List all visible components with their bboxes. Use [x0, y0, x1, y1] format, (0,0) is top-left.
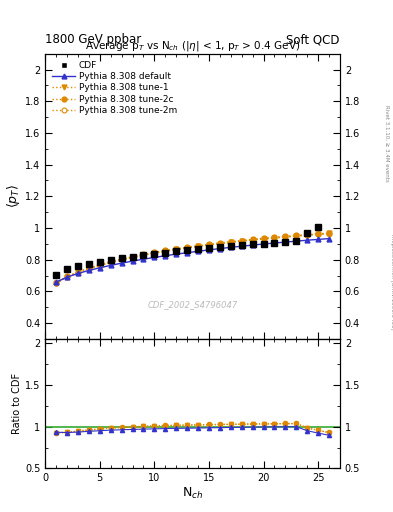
Text: CDF_2002_S4796047: CDF_2002_S4796047	[147, 300, 238, 309]
Y-axis label: Ratio to CDF: Ratio to CDF	[12, 373, 22, 434]
Text: Rivet 3.1.10, ≥ 3.4M events: Rivet 3.1.10, ≥ 3.4M events	[385, 105, 389, 182]
Y-axis label: $\langle p_T \rangle$: $\langle p_T \rangle$	[5, 184, 22, 208]
X-axis label: N$_{ch}$: N$_{ch}$	[182, 486, 203, 501]
Legend: CDF, Pythia 8.308 default, Pythia 8.308 tune-1, Pythia 8.308 tune-2c, Pythia 8.3: CDF, Pythia 8.308 default, Pythia 8.308 …	[50, 58, 180, 118]
Text: Soft QCD: Soft QCD	[286, 33, 340, 46]
Text: mcplots.cern.ch [arXiv:1306.3436]: mcplots.cern.ch [arXiv:1306.3436]	[390, 234, 393, 329]
Text: 1800 GeV ppbar: 1800 GeV ppbar	[45, 33, 141, 46]
Title: Average p$_T$ vs N$_{ch}$ (|$\eta$| < 1, p$_T$ > 0.4 GeV): Average p$_T$ vs N$_{ch}$ (|$\eta$| < 1,…	[85, 39, 300, 53]
